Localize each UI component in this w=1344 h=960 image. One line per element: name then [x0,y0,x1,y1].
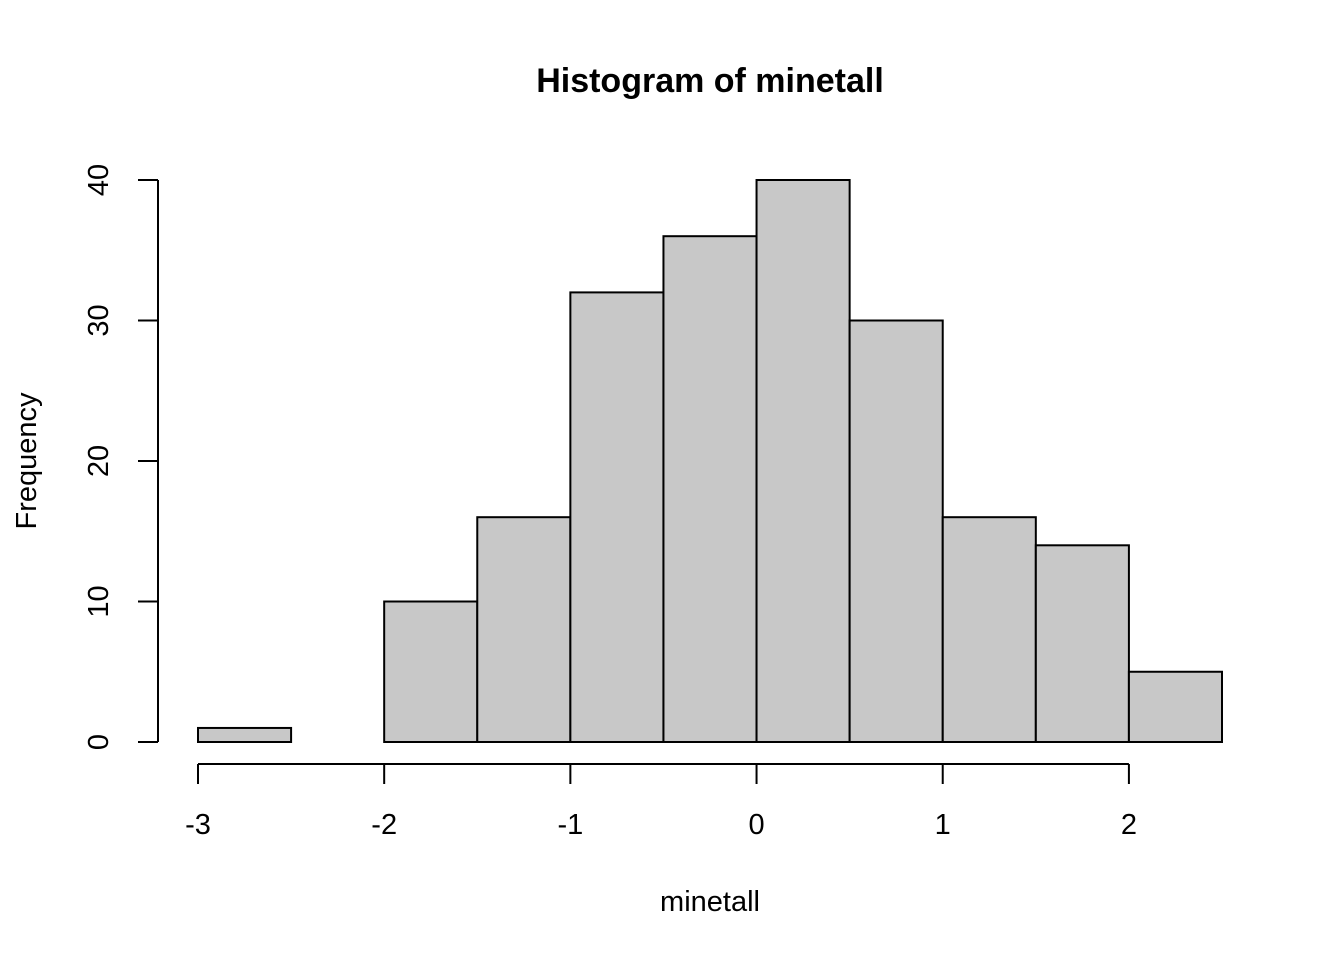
y-axis: 0 10 20 30 40 [83,164,159,750]
x-tick-label: 2 [1121,809,1137,841]
histogram-bar [1034,544,1130,743]
histogram-bar [1127,670,1223,743]
histogram-bar [383,600,479,743]
x-tick-label: 0 [748,809,764,841]
histogram-bar [848,319,944,743]
y-tick-label: 30 [83,304,115,336]
histogram-bar [941,516,1037,744]
y-tick-label: 40 [83,164,115,196]
y-tick-label: 10 [83,585,115,617]
histogram-bar [197,726,293,744]
x-tick-label: -3 [185,809,211,841]
histogram-bar [569,291,665,743]
x-tick-label: 1 [935,809,951,841]
x-axis: -3 -2 -1 0 1 2 [185,763,1137,841]
y-tick-label: 20 [83,445,115,477]
y-tick-label: 0 [83,734,115,750]
chart-title: Histogram of minetall [536,62,884,100]
x-tick-label: -2 [371,809,397,841]
x-tick-label: -1 [557,809,583,841]
y-axis-label: Frequency [11,392,43,530]
histogram-bar [662,235,758,743]
histogram-bar [476,516,572,744]
bars-group [197,179,1223,744]
x-axis-label: minetall [660,886,760,918]
histogram-bar [755,179,851,743]
